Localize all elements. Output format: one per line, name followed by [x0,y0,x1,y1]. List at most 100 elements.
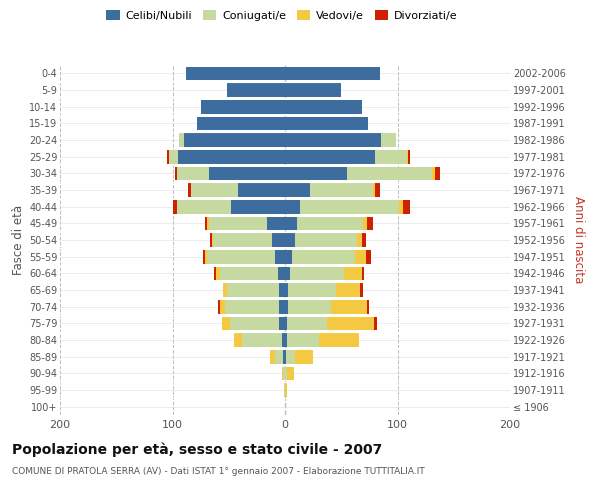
Bar [283,350,285,364]
Bar [285,300,289,314]
Bar [295,233,357,247]
Bar [186,66,285,80]
Bar [285,133,380,147]
Bar [177,200,231,213]
Bar [380,133,397,147]
Legend: Celibi/Nubili, Coniugati/e, Vedovi/e, Divorziati/e: Celibi/Nubili, Coniugati/e, Vedovi/e, Di… [104,8,460,24]
Bar [209,166,285,180]
Bar [347,166,433,180]
Bar [218,300,220,314]
Bar [197,116,285,130]
Bar [285,383,287,397]
Bar [281,366,283,380]
Bar [220,266,278,280]
Bar [285,283,289,297]
Bar [298,216,362,230]
Bar [375,183,380,197]
Bar [374,316,377,330]
Bar [285,166,347,180]
Bar [285,66,380,80]
Bar [280,283,285,297]
Bar [208,250,275,264]
Bar [285,150,375,164]
Bar [361,233,366,247]
Bar [367,216,373,230]
Bar [285,216,298,230]
Bar [433,166,434,180]
Bar [310,183,373,197]
Bar [285,100,361,114]
Text: Popolazione per età, sesso e stato civile - 2007: Popolazione per età, sesso e stato civil… [12,442,382,457]
Bar [238,183,285,197]
Bar [209,216,267,230]
Text: COMUNE DI PRATOLA SERRA (AV) - Dati ISTAT 1° gennaio 2007 - Elaborazione TUTTITA: COMUNE DI PRATOLA SERRA (AV) - Dati ISTA… [12,468,425,476]
Bar [285,250,292,264]
Bar [278,266,285,280]
Bar [290,266,343,280]
Bar [179,133,184,147]
Bar [214,266,217,280]
Bar [217,266,220,280]
Bar [281,333,285,347]
Bar [222,316,230,330]
Bar [177,166,209,180]
Bar [289,300,331,314]
Bar [362,216,367,230]
Bar [205,216,208,230]
Bar [286,350,295,364]
Bar [289,283,335,297]
Bar [285,200,299,213]
Bar [357,233,361,247]
Bar [373,183,375,197]
Bar [343,266,361,280]
Bar [361,266,364,280]
Bar [285,350,286,364]
Bar [280,316,285,330]
Bar [203,250,205,264]
Bar [271,350,275,364]
Bar [285,266,290,280]
Bar [242,333,281,347]
Bar [169,150,178,164]
Bar [271,233,285,247]
Bar [285,233,295,247]
Bar [403,200,410,213]
Bar [227,83,285,97]
Bar [231,200,285,213]
Bar [319,333,359,347]
Bar [407,150,410,164]
Bar [167,150,169,164]
Bar [434,166,440,180]
Bar [285,83,341,97]
Bar [287,316,326,330]
Bar [284,383,285,397]
Bar [375,150,407,164]
Bar [188,183,191,197]
Bar [226,300,280,314]
Bar [227,283,280,297]
Bar [335,283,361,297]
Bar [178,150,285,164]
Bar [173,200,177,213]
Bar [200,100,285,114]
Bar [220,300,226,314]
Bar [285,366,287,380]
Y-axis label: Anni di nascita: Anni di nascita [572,196,585,284]
Bar [223,283,227,297]
Bar [361,283,362,297]
Bar [275,350,283,364]
Bar [213,233,271,247]
Bar [235,333,242,347]
Bar [367,300,370,314]
Bar [280,300,285,314]
Bar [275,250,285,264]
Bar [205,250,208,264]
Bar [299,200,398,213]
Bar [295,350,313,364]
Bar [267,216,285,230]
Bar [285,116,368,130]
Bar [209,233,212,247]
Bar [366,250,371,264]
Bar [326,316,374,330]
Bar [208,216,209,230]
